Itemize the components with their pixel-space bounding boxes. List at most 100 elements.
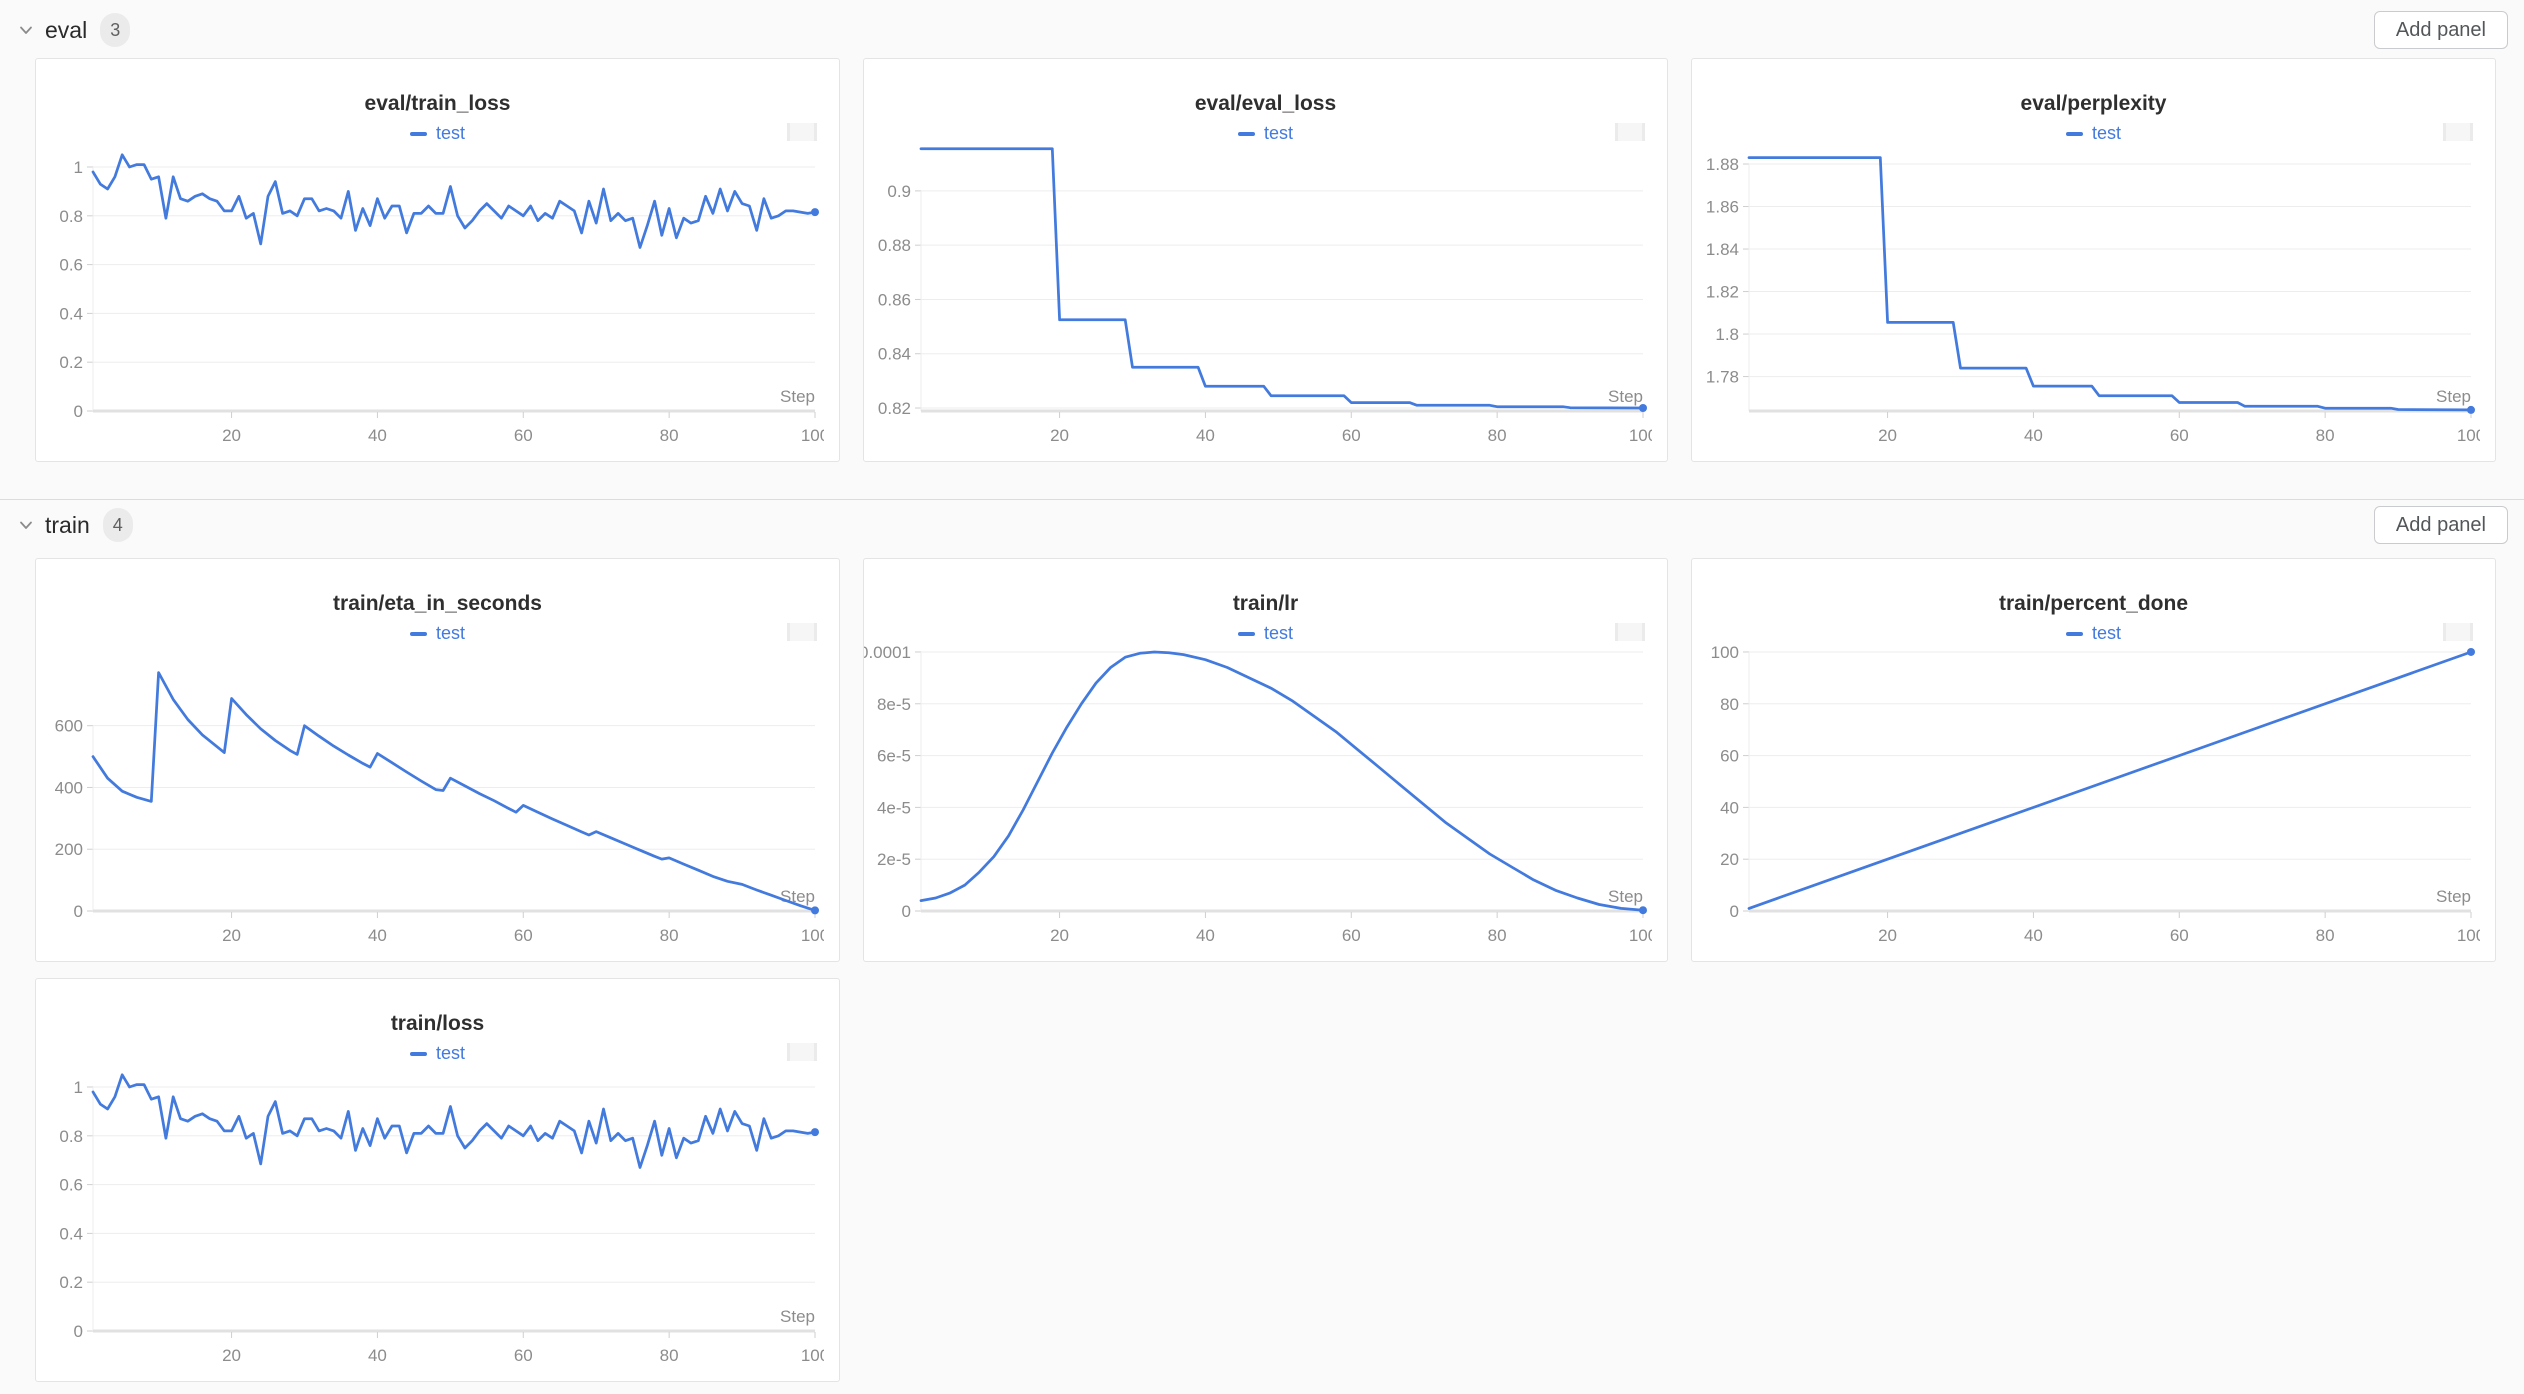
- series-line: [91, 153, 817, 249]
- x-tick-label: 60: [1342, 426, 1361, 445]
- y-tick-label: 6e-5: [877, 747, 911, 766]
- x-tick-label: 100: [801, 926, 824, 945]
- section-title[interactable]: eval: [45, 16, 88, 43]
- x-tick-label: 80: [660, 926, 679, 945]
- y-tick-label: 1.78: [1706, 368, 1739, 387]
- x-tick-label: 80: [1488, 926, 1507, 945]
- x-tick-label: 60: [2170, 926, 2189, 945]
- x-tick-label: 100: [1629, 926, 1652, 945]
- y-tick-label: 0.6: [59, 1176, 83, 1195]
- line-chart[interactable]: 0 200 400 600 20 40 60 80 100 Step: [36, 641, 824, 963]
- chart-legend[interactable]: test: [1692, 623, 2495, 644]
- panel-grid-train: train/eta_in_seconds test 0 200 400 600 20 40 60…: [35, 558, 2524, 1382]
- y-tick-label: 1.86: [1706, 198, 1739, 217]
- y-tick-label: 0: [1730, 902, 1739, 921]
- panel-menu-box[interactable]: [2443, 123, 2473, 141]
- x-tick-label: 80: [660, 1346, 679, 1365]
- chart-legend[interactable]: test: [1692, 123, 2495, 144]
- x-axis-label: Step: [1608, 887, 1643, 906]
- y-tick-label: 0.2: [59, 1273, 83, 1292]
- series-line: [919, 650, 1645, 912]
- y-tick-label: 0.4: [59, 304, 83, 323]
- y-tick-label: 1: [74, 1078, 83, 1097]
- y-tick-label: 0.8: [59, 1127, 83, 1146]
- chart-legend[interactable]: test: [864, 623, 1667, 644]
- chart-title: train/lr: [1232, 592, 1299, 615]
- chart-legend[interactable]: test: [864, 123, 1667, 144]
- y-tick-label: 20: [1720, 850, 1739, 869]
- chart-legend[interactable]: test: [36, 623, 839, 644]
- panel-menu-box[interactable]: [787, 123, 817, 141]
- x-tick-label: 40: [2024, 426, 2043, 445]
- y-tick-label: 1.82: [1706, 283, 1739, 302]
- series-end-dot: [2467, 647, 2475, 656]
- section-header-train: train 4 Add panel: [0, 505, 2524, 545]
- add-panel-button[interactable]: Add panel: [2373, 11, 2508, 49]
- y-tick-label: 0.6: [59, 256, 83, 275]
- legend-series-label: test: [1263, 123, 1293, 143]
- section-title[interactable]: train: [45, 511, 90, 538]
- series-line: [1747, 650, 2473, 910]
- chart-panel: train/eta_in_seconds test 0 200 400 600 20 40 60…: [35, 558, 840, 962]
- line-chart[interactable]: 0 0.2 0.4 0.6 0.8 1 20 40 60 80 100 Step: [36, 1061, 824, 1383]
- panel-menu-box[interactable]: [2443, 623, 2473, 641]
- series-line: [91, 671, 817, 912]
- chart-legend[interactable]: test: [36, 123, 839, 144]
- x-tick-label: 100: [2457, 926, 2480, 945]
- y-tick-label: 40: [1720, 798, 1739, 817]
- x-tick-label: 20: [222, 1346, 241, 1365]
- line-chart[interactable]: 0.82 0.84 0.86 0.88 0.9 20 40 60 80 100 Step: [864, 141, 1652, 463]
- section-eval: eval 3 Add panel eval/train_loss test 0 0.2…: [0, 0, 2524, 462]
- x-tick-label: 40: [368, 926, 387, 945]
- y-tick-label: 1.8: [1715, 325, 1739, 344]
- chart-title: eval/eval_loss: [1194, 92, 1337, 115]
- chart-title: eval/perplexity: [2020, 92, 2167, 115]
- y-tick-label: 0: [74, 402, 83, 421]
- y-tick-label: 8e-5: [877, 695, 911, 714]
- legend-line-icon: [409, 631, 427, 636]
- legend-series-label: test: [435, 123, 465, 143]
- panel-menu-box[interactable]: [787, 623, 817, 641]
- y-tick-label: 0.88: [878, 236, 911, 255]
- x-tick-label: 60: [514, 426, 533, 445]
- x-axis-label: Step: [2436, 887, 2471, 906]
- y-tick-label: 0.0001: [864, 643, 911, 662]
- x-tick-label: 20: [1050, 426, 1069, 445]
- legend-line-icon: [409, 131, 427, 136]
- y-tick-label: 0.8: [59, 207, 83, 226]
- line-chart[interactable]: 1.78 1.8 1.82 1.84 1.86 1.88 20 40 60 80 100 Step: [1692, 141, 2480, 463]
- x-axis-label: Step: [780, 387, 815, 406]
- y-tick-label: 0.9: [887, 182, 911, 201]
- line-chart[interactable]: 0 2e-5 4e-5 6e-5 8e-5 0.0001 20 40 60 80 100 Step: [864, 641, 1652, 963]
- legend-line-icon: [2065, 131, 2083, 136]
- chevron-down-icon[interactable]: [16, 515, 36, 535]
- panel-menu-box[interactable]: [1615, 623, 1645, 641]
- line-chart[interactable]: 0 0.2 0.4 0.6 0.8 1 20 40 60 80 100 Step: [36, 141, 824, 463]
- chart-title: eval/train_loss: [364, 92, 511, 115]
- x-tick-label: 80: [2316, 926, 2335, 945]
- line-chart[interactable]: 0 20 40 60 80 100 20 40 60 80 100 Step: [1692, 641, 2480, 963]
- add-panel-button[interactable]: Add panel: [2373, 506, 2508, 544]
- y-tick-label: 4e-5: [877, 798, 911, 817]
- chart-legend[interactable]: test: [36, 1043, 839, 1064]
- x-tick-label: 80: [2316, 426, 2335, 445]
- y-tick-label: 0.2: [59, 353, 83, 372]
- legend-line-icon: [1237, 631, 1255, 636]
- series-line: [919, 147, 1645, 410]
- y-tick-label: 1.88: [1706, 155, 1739, 174]
- y-tick-label: 0: [902, 902, 911, 921]
- series-end-dot: [811, 906, 819, 915]
- y-tick-label: 600: [55, 717, 83, 736]
- legend-series-label: test: [435, 1043, 465, 1063]
- x-tick-label: 40: [1196, 926, 1215, 945]
- x-tick-label: 80: [660, 426, 679, 445]
- x-tick-label: 100: [801, 1346, 824, 1365]
- panel-menu-box[interactable]: [787, 1043, 817, 1061]
- x-tick-label: 100: [1629, 426, 1652, 445]
- chevron-down-icon[interactable]: [16, 20, 36, 40]
- x-axis-label: Step: [2436, 387, 2471, 406]
- x-tick-label: 60: [514, 926, 533, 945]
- x-tick-label: 20: [1050, 926, 1069, 945]
- panel-menu-box[interactable]: [1615, 123, 1645, 141]
- y-tick-label: 0: [74, 1322, 83, 1341]
